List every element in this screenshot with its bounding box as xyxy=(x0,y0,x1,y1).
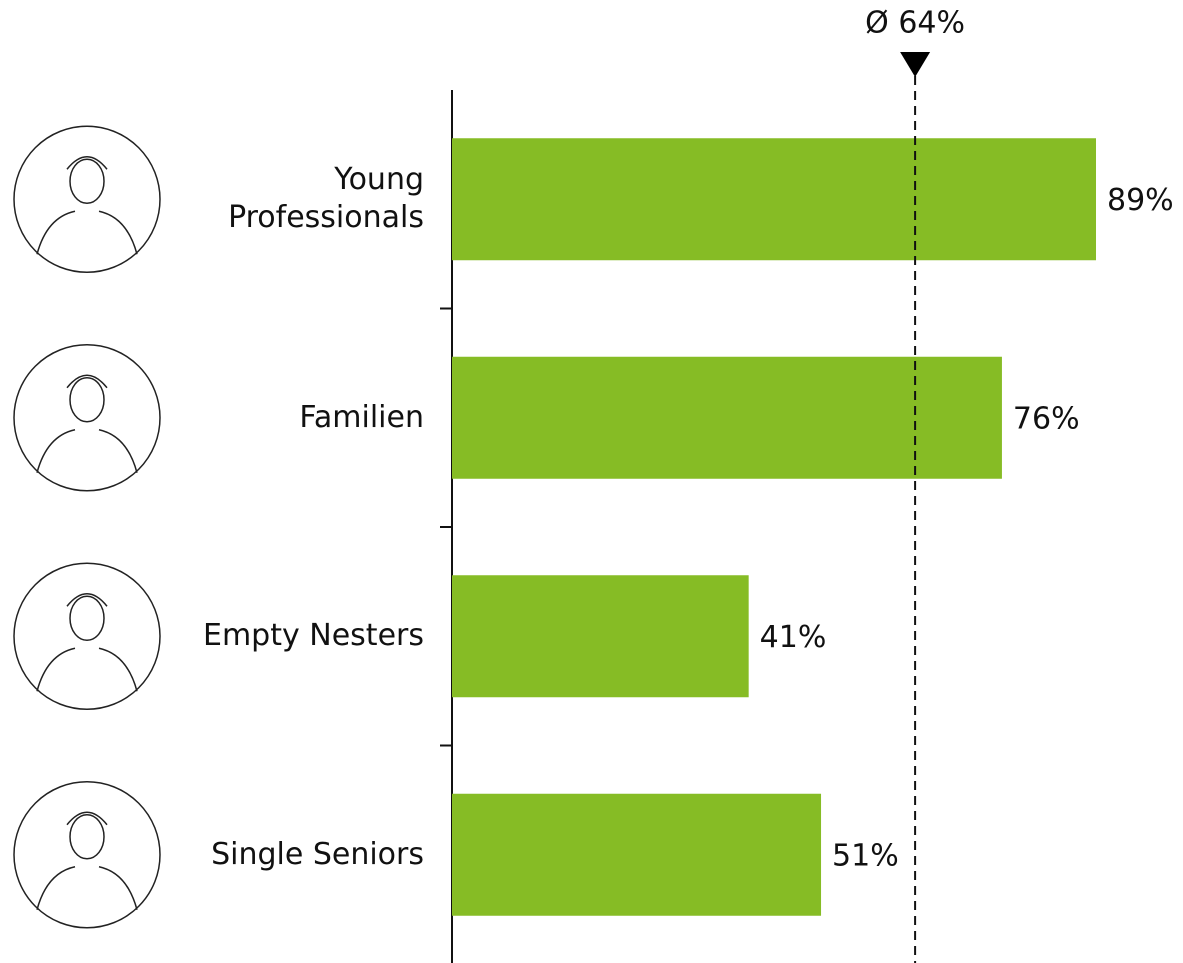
icon-part xyxy=(66,156,108,170)
value-label: 89% xyxy=(1107,183,1174,218)
persona-icon xyxy=(13,781,161,929)
value-label: 51% xyxy=(832,838,899,873)
icon-part xyxy=(13,344,161,492)
bar xyxy=(452,575,749,698)
icon-part xyxy=(36,210,138,255)
category-label: Familien xyxy=(174,358,424,478)
category-label: Young Professionals xyxy=(174,139,424,259)
icon-part xyxy=(36,647,138,692)
category-label: Single Seniors xyxy=(174,795,424,915)
icon-part xyxy=(36,429,138,473)
icon-part xyxy=(66,593,108,607)
persona-icon xyxy=(13,125,161,273)
bar xyxy=(452,793,822,916)
bar xyxy=(452,356,1002,479)
icon-part xyxy=(13,781,161,929)
bar xyxy=(452,138,1097,261)
category-text: Empty Nesters xyxy=(203,618,424,654)
icon-part xyxy=(36,866,138,910)
icon-part xyxy=(69,158,105,204)
reference-label: Ø 64% xyxy=(865,6,965,41)
value-label: 76% xyxy=(1013,401,1080,436)
reference-marker xyxy=(900,52,931,77)
icon-part xyxy=(69,377,105,423)
category-text: Single Seniors xyxy=(211,836,424,872)
icon-part xyxy=(13,125,161,273)
category-text: Familien xyxy=(299,399,424,435)
value-label: 41% xyxy=(760,620,827,655)
icon-part xyxy=(66,374,108,389)
category-label: Empty Nesters xyxy=(174,576,424,696)
icon-part xyxy=(13,562,161,710)
persona-icon xyxy=(13,562,161,710)
icon-part xyxy=(66,811,108,826)
persona-icon xyxy=(13,344,161,492)
icon-part xyxy=(69,595,105,641)
category-text: Young Professionals xyxy=(228,162,424,236)
icon-part xyxy=(69,814,105,860)
